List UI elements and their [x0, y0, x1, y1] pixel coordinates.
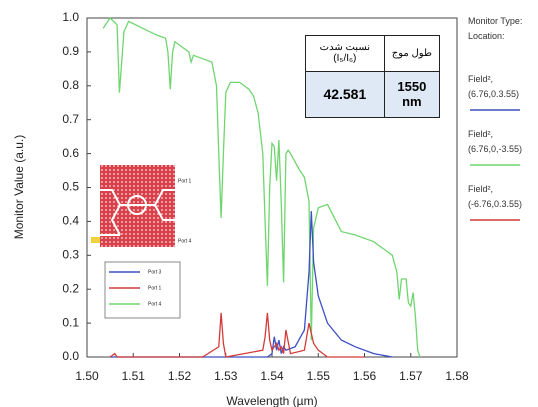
- legend-title: Location:: [468, 31, 505, 41]
- y-tick-label: 0.7: [62, 112, 79, 126]
- x-tick-label: 1.52: [168, 369, 192, 383]
- y-tick-label: 0.8: [62, 78, 79, 92]
- x-tick-label: 1.50: [75, 369, 99, 383]
- y-tick-label: 0.5: [62, 180, 79, 194]
- table-cell: 42.581: [305, 70, 385, 119]
- inset-legend-label: Port 4: [148, 301, 162, 307]
- legend-label: Field², (-6.76,0.3.55): [468, 184, 523, 209]
- y-tick-label: 0.9: [62, 44, 79, 58]
- device-label: Port 4: [178, 238, 192, 244]
- waveguide: [100, 189, 175, 236]
- table-header: نسبت شدت (I₅/I₆): [305, 35, 385, 72]
- series-line: [109, 312, 365, 358]
- y-tick-label: 0.2: [62, 281, 79, 295]
- series-line: [110, 211, 393, 358]
- inset: Port 1 Port 4 Port 3 Port 1 Port 4: [91, 165, 192, 319]
- result-table: نسبت شدت (I₅/I₆) طول موج 42.581 1550 nm: [305, 35, 441, 119]
- x-tick-label: 1.58: [445, 369, 469, 383]
- x-tick-label: 1.55: [307, 369, 331, 383]
- series-line: [102, 16, 421, 358]
- input-port: [91, 237, 100, 243]
- inset-legend-label: Port 3: [148, 269, 162, 275]
- y-tick-label: 0.4: [62, 214, 79, 228]
- x-tick-label: 1.51: [122, 369, 146, 383]
- inset-legend-label: Port 1: [148, 285, 162, 291]
- y-tick-label: 0.6: [62, 146, 79, 160]
- y-tick-label: 1.0: [62, 10, 79, 24]
- x-tick-label: 1.54: [260, 369, 284, 383]
- x-tick-label: 1.56: [353, 369, 377, 383]
- x-tick-label: 1.57: [399, 369, 423, 383]
- ring: [127, 195, 147, 215]
- y-axis-label: Monitor Value (a.u.): [12, 135, 26, 240]
- x-tick-label: 1.53: [214, 369, 238, 383]
- legend-label: Field², (6.76,0.3.55): [468, 74, 520, 99]
- table-cell: 1550 nm: [383, 70, 441, 119]
- y-tick-label: 0.3: [62, 247, 79, 261]
- y-tick-label: 0.0: [62, 349, 79, 363]
- inset-legend-box: [104, 261, 181, 319]
- y-tick-label: 0.1: [62, 315, 79, 329]
- x-axis-label: Wavelength (µm): [226, 394, 317, 407]
- device-label: Port 1: [178, 178, 192, 184]
- legend-label: Field², (6.76,0,-3.55): [468, 129, 523, 154]
- table-header: طول موج: [383, 35, 441, 72]
- legend-title: Monitor Type:: [468, 16, 523, 26]
